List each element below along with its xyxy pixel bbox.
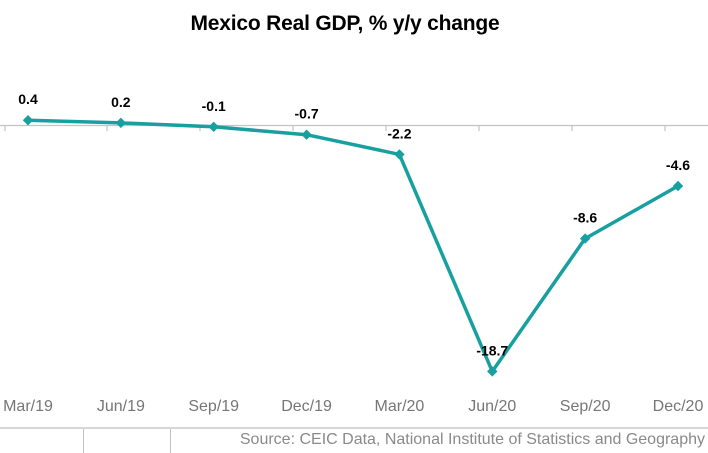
footer-divider-2 [170,429,171,453]
x-axis-tick-label: Sep/20 [560,398,611,415]
data-point-label: -8.6 [573,210,597,226]
footer-divider-1 [83,429,84,453]
data-point-label: -4.6 [666,157,690,173]
data-point-label: -0.1 [202,98,226,114]
source-attribution: Source: CEIC Data, National Institute of… [239,431,705,448]
data-point-marker [487,366,498,377]
gdp-series-line [26,118,680,374]
data-point-marker [301,129,312,140]
chart-title: Mexico Real GDP, % y/y change [190,12,500,35]
data-point-marker [579,233,591,244]
data-point-label: 0.2 [111,94,131,110]
data-point-label: -18.7 [476,342,508,358]
data-point-marker [672,180,684,192]
data-point-label: -2.2 [387,125,411,141]
data-point-label: -0.7 [295,106,319,122]
x-axis-tick-label: Dec/19 [281,398,332,415]
x-axis-tick-label: Sep/19 [188,398,239,415]
data-point-marker [115,117,127,129]
x-axis-tick-label: Jun/20 [468,398,516,415]
data-point-marker [208,121,219,133]
x-axis-tick-label: Jun/19 [97,398,145,415]
x-axis-tick-label: Mar/20 [375,398,425,415]
footer-top-border [0,427,708,429]
x-axis-tick-label: Mar/19 [3,398,53,415]
data-point-marker [22,115,34,126]
x-axis-tick-label: Dec/20 [653,398,704,415]
data-point-marker [394,149,405,160]
data-point-label: 0.4 [18,91,38,107]
